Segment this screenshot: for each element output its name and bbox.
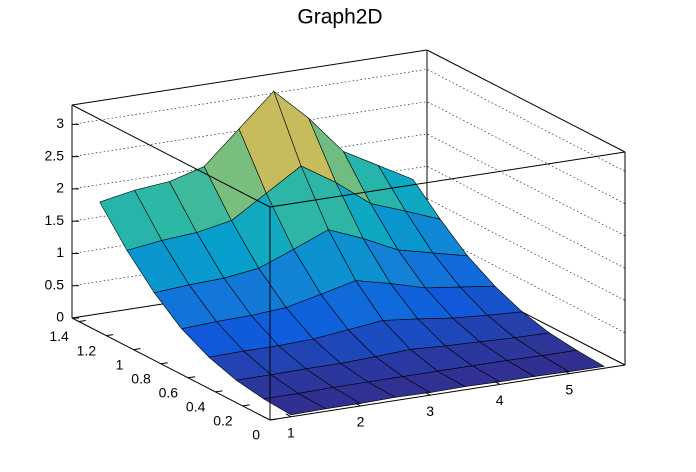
x-tick-label: 2 — [357, 414, 365, 430]
y-tick — [269, 418, 278, 421]
y-tick — [242, 404, 250, 407]
z-tick-label: 0 — [56, 309, 64, 325]
x-tick-label: 3 — [426, 403, 434, 419]
y-tick-label: 0 — [252, 427, 260, 443]
x-tick-label: 5 — [565, 381, 573, 397]
y-tick-label: 0.8 — [131, 370, 151, 386]
y-tick — [106, 334, 114, 337]
x-tick-label: 1 — [287, 424, 295, 440]
z-tick-label: 2 — [56, 180, 64, 196]
box-edge — [269, 151, 626, 208]
y-tick-label: 1.2 — [77, 342, 97, 358]
x-tick — [494, 380, 500, 385]
x-tick — [424, 391, 431, 396]
box-edge — [71, 49, 428, 106]
z-tick-label: 2.5 — [45, 147, 65, 163]
y-tick-label: 0.4 — [186, 399, 206, 415]
y-tick-label: 0.2 — [213, 413, 233, 429]
box-edge — [426, 49, 626, 153]
box-edge — [71, 104, 271, 208]
x-tick — [564, 370, 570, 375]
x-tick — [355, 402, 361, 407]
y-tick — [78, 320, 86, 323]
z-tick-label: 3 — [56, 115, 64, 131]
front-frame: 1 2 3 4 5 0 0.2 0.4 0.6 0.8 1 1.2 1.4 — [49, 49, 626, 443]
chart-title: Graph2D — [297, 6, 382, 29]
y-tick — [187, 376, 196, 379]
y-tick-label: 1 — [116, 356, 124, 372]
z-tick-label: 1.5 — [45, 212, 65, 228]
x-tick-label: 4 — [496, 392, 504, 408]
z-tick-label: 1 — [56, 244, 64, 260]
y-tick — [215, 390, 223, 393]
y-tick-label: 1.4 — [49, 328, 69, 344]
surface-cell — [262, 393, 327, 416]
box-edge — [269, 364, 626, 421]
x-tick — [285, 413, 292, 418]
surface — [99, 90, 605, 416]
y-tick — [133, 348, 141, 351]
box-edge — [71, 317, 271, 421]
y-tick-label: 0.6 — [159, 384, 179, 400]
y-tick — [160, 362, 168, 365]
z-tick-label: 0.5 — [45, 276, 65, 292]
